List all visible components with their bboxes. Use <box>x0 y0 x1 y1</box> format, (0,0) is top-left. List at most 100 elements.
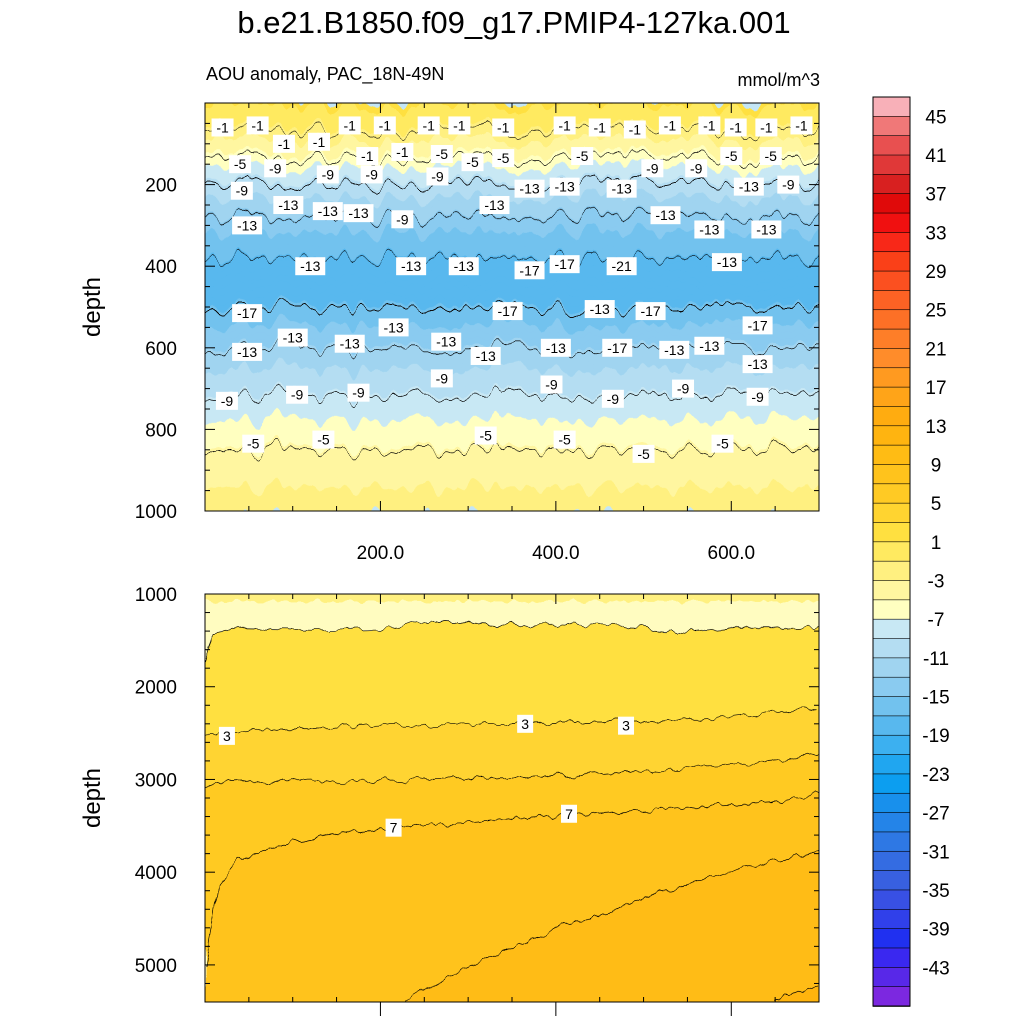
colorbar-tick-label: 29 <box>925 262 946 283</box>
colorbar-box <box>872 290 911 311</box>
svg-text:7: 7 <box>565 806 573 822</box>
colorbar-box <box>872 96 911 118</box>
colorbar-box <box>872 792 911 814</box>
svg-text:-13: -13 <box>300 258 320 274</box>
upper-contour-label: -13 <box>232 342 263 361</box>
upper-contour-label: -1 <box>623 120 646 139</box>
colorbar-box <box>872 464 911 485</box>
svg-text:-13: -13 <box>436 334 456 350</box>
svg-text:-13: -13 <box>519 181 539 197</box>
upper-contour-label: -1 <box>338 116 361 135</box>
colorbar-box <box>872 541 911 562</box>
upper-contour-label: -1 <box>356 147 379 166</box>
colorbar-box <box>872 754 911 775</box>
svg-text:-13: -13 <box>717 254 737 270</box>
colorbar-box <box>872 986 911 1007</box>
svg-text:-13: -13 <box>546 340 566 356</box>
upper-contour-label: -13 <box>549 177 580 196</box>
colorbar-tick-label: -15 <box>922 688 949 709</box>
upper-contour-label: -13 <box>479 196 510 214</box>
colorbar-box <box>872 599 911 620</box>
upper-contour-label: -13 <box>334 334 365 353</box>
svg-text:-9: -9 <box>646 160 659 176</box>
upper-y-tick-label: 800 <box>145 420 177 441</box>
colorbar-tick-label: 37 <box>925 185 946 206</box>
colorbar-box <box>872 174 911 195</box>
colorbar-box <box>872 116 911 137</box>
svg-text:-1: -1 <box>396 144 409 160</box>
svg-text:-1: -1 <box>453 117 466 133</box>
upper-contour-label: -13 <box>470 346 501 365</box>
upper-contour-label: -9 <box>316 165 339 184</box>
upper-contour-label: -17 <box>232 304 263 323</box>
upper-x-tick-label: 200.0 <box>357 543 405 564</box>
svg-text:-5: -5 <box>497 150 510 166</box>
upper-contour-label: -5 <box>430 145 453 163</box>
lower-y-axis-label: depth <box>79 768 106 828</box>
colorbar-box <box>872 135 911 156</box>
colorbar-box <box>872 812 911 833</box>
colorbar-box <box>872 618 911 640</box>
svg-text:3: 3 <box>622 718 630 734</box>
svg-text:-13: -13 <box>340 336 360 352</box>
upper-contour-label: -9 <box>360 165 383 184</box>
svg-text:-9: -9 <box>782 177 795 193</box>
colorbar-box <box>872 522 911 543</box>
svg-text:-9: -9 <box>677 381 690 397</box>
colorbar-tick-label: -31 <box>922 842 949 863</box>
upper-contour-label: -5 <box>312 430 335 449</box>
colorbar-box <box>872 406 911 427</box>
svg-text:-13: -13 <box>612 181 632 197</box>
svg-text:-9: -9 <box>236 183 249 199</box>
colorbar-tick-label: -27 <box>922 804 949 825</box>
upper-contour-label: -13 <box>295 257 326 276</box>
svg-text:-5: -5 <box>317 432 330 448</box>
upper-contour-label: -13 <box>396 257 427 276</box>
lower-contour-line <box>205 619 819 664</box>
svg-text:-17: -17 <box>519 262 539 278</box>
upper-contour-label: -9 <box>672 379 695 398</box>
upper-contour-label: -5 <box>571 147 594 166</box>
upper-y-tick-label: 200 <box>145 176 177 197</box>
colorbar-box <box>872 232 911 253</box>
colorbar-box <box>872 696 911 717</box>
colorbar-tick-label: -7 <box>928 610 945 631</box>
colorbar-tick-label: -3 <box>928 572 945 593</box>
svg-text:-1: -1 <box>216 119 229 135</box>
colorbar-box <box>872 715 911 737</box>
colorbar-frame <box>872 96 911 1007</box>
svg-text:-13: -13 <box>283 330 303 346</box>
svg-text:3: 3 <box>223 728 231 744</box>
svg-text:-9: -9 <box>751 389 764 405</box>
lower-panel: 3 3 3 7 7 1000 2000 3000 4000 5000 depth <box>79 585 820 1016</box>
upper-contour-label: -13 <box>312 202 343 221</box>
colorbar-box <box>872 212 911 234</box>
svg-text:-13: -13 <box>555 179 575 195</box>
upper-contour-label: -13 <box>378 318 409 337</box>
svg-text:-1: -1 <box>251 117 264 133</box>
upper-contour-label: -13 <box>343 204 374 223</box>
lower-y-tick-label: 4000 <box>135 863 177 884</box>
upper-contour-label: -17 <box>549 255 580 274</box>
svg-text:-17: -17 <box>555 256 575 272</box>
colorbar-box <box>872 734 911 756</box>
lower-y-tick-label: 2000 <box>135 678 177 699</box>
upper-x-tick-label: 600.0 <box>708 543 756 564</box>
upper-contour-label: -1 <box>272 134 295 153</box>
colorbar-box <box>872 657 911 679</box>
colorbar-box <box>872 889 911 911</box>
upper-contour-label: -5 <box>461 153 484 172</box>
svg-text:-5: -5 <box>436 146 449 162</box>
svg-text:-5: -5 <box>247 436 260 452</box>
lower-y-tick-label: 1000 <box>135 585 177 606</box>
upper-contour-label: -13 <box>751 220 782 239</box>
upper-contour-label: -1 <box>373 116 396 135</box>
upper-contour-label: -13 <box>431 332 462 351</box>
colorbar-tick-label: 13 <box>925 417 946 438</box>
subtitle-left: AOU anomaly, PAC_18N-49N <box>206 64 444 85</box>
svg-text:-13: -13 <box>318 203 338 219</box>
colorbar-box <box>872 328 911 350</box>
upper-contour-label: -13 <box>448 257 479 276</box>
upper-contour-label: -13 <box>650 206 681 225</box>
svg-text:-9: -9 <box>352 385 365 401</box>
